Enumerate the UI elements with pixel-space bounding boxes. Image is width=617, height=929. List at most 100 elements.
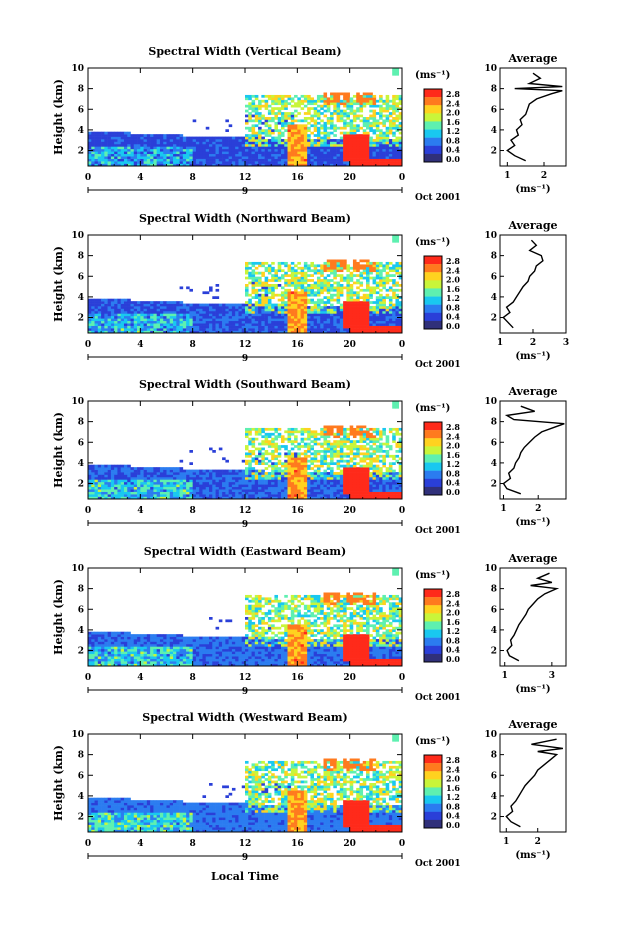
heatmap-cell [225,315,229,319]
heatmap-cell [313,121,318,125]
heatmap-cell [146,486,151,490]
heatmap-cell [245,452,249,456]
avg-frame [499,234,567,334]
heatmap-cell [189,462,193,465]
heatmap-cell [346,114,350,118]
heatmap-cell [336,107,341,110]
heatmap-cell [352,310,357,314]
heatmap-cell [359,310,364,314]
heatmap-cell [248,440,252,443]
heatmap-cell [297,163,301,166]
heatmap-cell [284,310,288,314]
heatmap-cell [215,303,220,307]
heatmap-cell [169,328,174,331]
heatmap-cell [94,325,99,329]
heatmap-cell [117,306,122,309]
heatmap-cell [395,303,400,307]
heatmap-cell [271,156,275,159]
heatmap-cell [127,141,131,145]
heatmap-cell [169,148,174,152]
heatmap-cell [398,141,402,145]
heatmap-cell [235,496,239,499]
heatmap-cell [277,121,282,125]
heatmap-cell [280,112,285,115]
heatmap-cell [130,153,135,157]
heatmap-cell [186,323,190,326]
heatmap-cell [107,484,112,488]
heatmap-cell [316,301,321,304]
heatmap-cell [146,323,151,326]
heatmap-cell [192,158,197,162]
heatmap-cell [251,271,256,275]
heatmap-cell [205,126,210,130]
heatmap-cell [287,134,292,137]
heatmap-cell [264,139,269,142]
heatmap-cell [310,264,314,268]
heatmap-cell [179,474,184,478]
heatmap-cell [176,143,180,147]
heatmap-cell [375,124,380,128]
heatmap-cell [97,161,102,164]
heatmap-cell [248,112,252,115]
heatmap-cell [114,153,118,157]
heatmap-cell [205,308,210,312]
heatmap-cell [316,146,321,150]
x-tick-label: 0 [399,173,405,183]
heatmap-cell [199,476,203,480]
heatmap-cell [231,494,236,497]
heatmap-cell [310,269,314,273]
heatmap-cell [248,104,252,108]
heatmap-cell [372,156,377,159]
heatmap-cell [179,484,184,488]
heatmap-cell [382,301,386,304]
heatmap-cell [323,92,328,96]
heatmap-cell [267,496,272,499]
heatmap-cell [372,112,377,115]
heatmap-cell [218,146,223,150]
heatmap-cell [294,276,298,280]
heatmap-cell [392,303,396,307]
heatmap-cell [398,136,402,140]
heatmap-cell [274,136,279,140]
heatmap-cell [352,301,357,304]
heatmap-cell [310,452,314,456]
heatmap-cell [91,163,95,166]
heatmap-cell [294,489,298,492]
heatmap-cell [339,102,344,106]
heatmap-cell [375,286,380,290]
heatmap-cell [173,156,177,159]
heatmap-cell [127,469,131,473]
heatmap-cell [258,308,262,312]
heatmap-cell [150,496,154,499]
heatmap-cell [356,323,360,326]
heatmap-cell [290,156,295,159]
heatmap-cell [97,323,102,326]
heatmap-cell [280,486,285,490]
heatmap-cell [107,464,112,468]
heatmap-cell [359,139,364,142]
heatmap-cell [189,151,193,155]
heatmap-cell [316,496,321,499]
heatmap-cell [261,315,265,319]
heatmap-cell [395,68,400,71]
heatmap-cell [159,467,164,470]
heatmap-cell [343,94,347,98]
heatmap-cell [372,153,377,157]
heatmap-cell [310,291,314,295]
heatmap-cell [284,325,288,329]
heatmap-cell [150,308,154,312]
heatmap-cell [375,126,380,130]
heatmap-cell [205,491,210,495]
heatmap-cell [277,435,282,439]
heatmap-cell [398,264,402,268]
heatmap-cell [277,306,282,309]
heatmap-cell [346,156,350,159]
heatmap-cell [316,450,321,453]
heatmap-cell [94,141,99,145]
heatmap-cell [313,146,318,150]
heatmap-cell [261,143,265,147]
heatmap-cell [372,129,377,132]
heatmap-cell [94,469,99,473]
heatmap-cell [199,479,203,483]
heatmap-cell [280,124,285,128]
